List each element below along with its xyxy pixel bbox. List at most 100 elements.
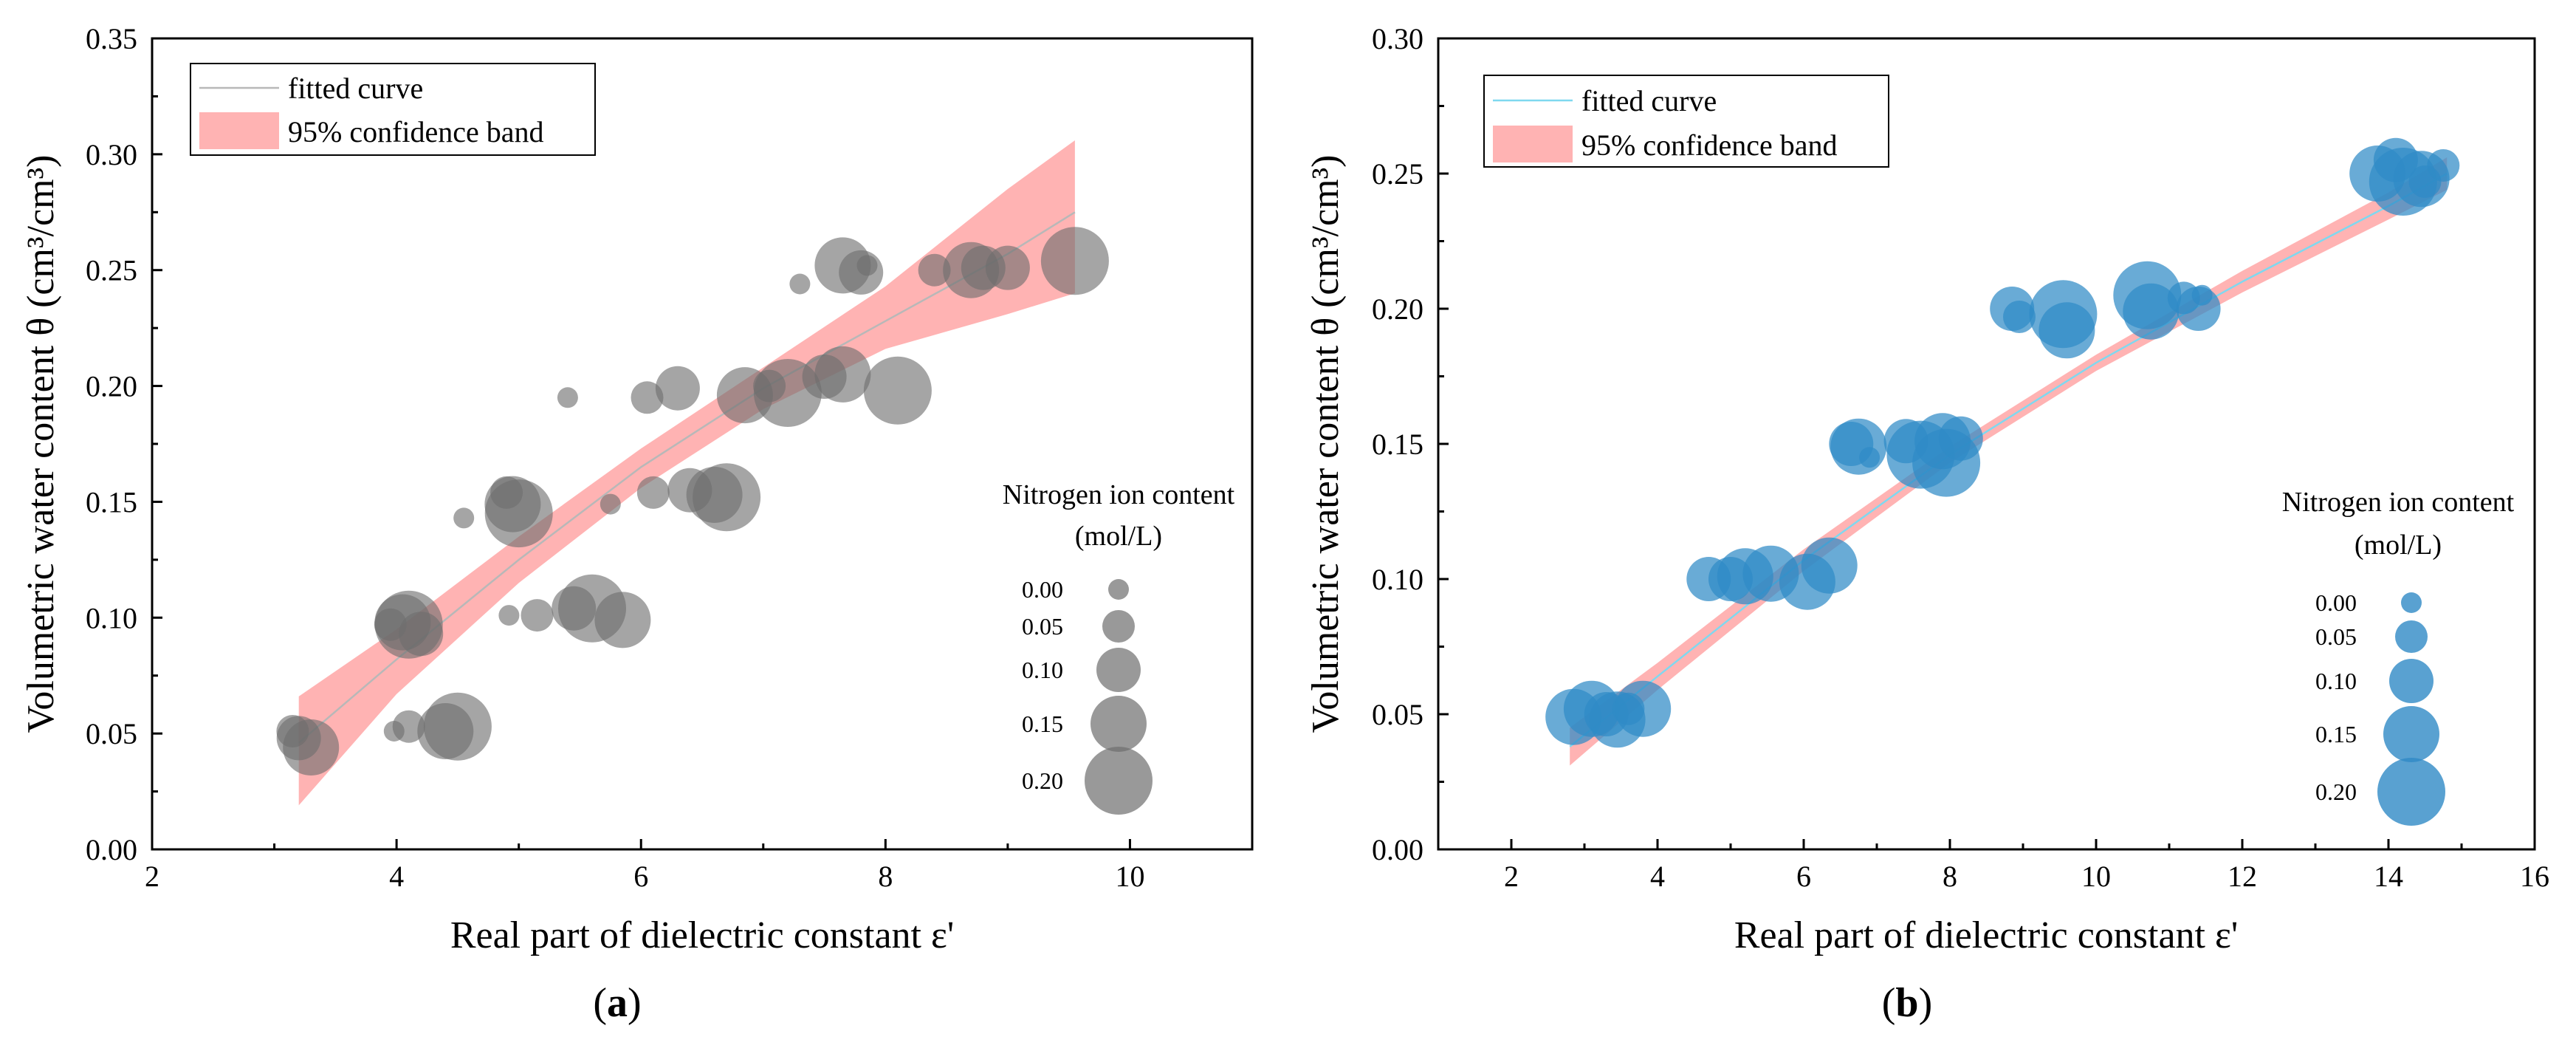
data-point (789, 273, 811, 295)
x-tick-label: 14 (2374, 860, 2403, 893)
y-tick-label: 0.05 (86, 717, 137, 750)
y-tick-label: 0.00 (86, 833, 137, 866)
data-point (918, 253, 951, 287)
data-point (985, 245, 1030, 290)
y-tick-label: 0.00 (1372, 833, 1423, 866)
size-legend-label: 0.15 (1022, 711, 1063, 737)
confidence-band (1570, 157, 2448, 766)
data-point (484, 479, 553, 548)
y-axis-ticks: 0.00 0.05 0.10 0.15 0.20 0.25 0.30 (1372, 22, 1449, 866)
y-axis-title: Volumetric water content θ (cm³/cm³) (20, 155, 62, 733)
panel-label-letter: a (607, 980, 628, 1026)
data-points (1545, 137, 2460, 748)
y-tick-label: 0.35 (86, 22, 137, 55)
data-point (521, 599, 554, 632)
data-point (2003, 301, 2036, 333)
data-point (453, 507, 475, 529)
size-legend-label: 0.00 (2315, 589, 2357, 616)
y-tick-label: 0.20 (1372, 292, 1423, 326)
data-point (856, 255, 878, 276)
size-legend-marker (1085, 747, 1153, 815)
panel-label-a: (a) (593, 980, 641, 1026)
data-point (693, 463, 761, 532)
panel-label-b: (b) (1882, 980, 1932, 1026)
panel-label-letter: b (1895, 980, 1918, 1026)
size-legend-label: 0.05 (2315, 623, 2357, 650)
x-axis-title: Real part of dielectric constant ε' (1734, 914, 2238, 956)
data-point (1830, 418, 1887, 475)
x-axis-ticks: 2 4 6 8 10 (145, 839, 1144, 893)
data-point (631, 381, 664, 414)
size-legend: Nitrogen ion content (mol/L) 0.00 0.05 0.1… (2282, 487, 2515, 826)
data-point (2039, 302, 2095, 359)
size-legend-marker (2377, 758, 2445, 826)
legend-curve-label: fitted curve (1581, 84, 1717, 117)
data-point (392, 710, 425, 743)
data-point (283, 719, 340, 776)
y-tick-label: 0.30 (1372, 22, 1423, 55)
y-tick-label: 0.10 (1372, 563, 1423, 596)
size-legend: Nitrogen ion content (mol/L) 0.00 0.05 0.1… (1003, 479, 1235, 815)
legend-band-swatch (1493, 126, 1573, 162)
size-legend-title: Nitrogen ion content (2282, 487, 2515, 518)
size-legend-label: 0.10 (2315, 668, 2357, 694)
y-axis-ticks: 0.00 0.05 0.10 0.15 0.20 0.25 0.30 0.35 (86, 22, 162, 866)
x-tick-label: 4 (1650, 860, 1665, 893)
size-legend-marker (1090, 696, 1147, 752)
size-legend-items: 0.00 0.05 0.10 0.15 0.20 (2315, 589, 2445, 826)
legend-band-swatch (199, 112, 279, 149)
size-legend-marker (2383, 706, 2439, 762)
y-tick-label: 0.25 (86, 254, 137, 287)
data-point (636, 476, 670, 509)
x-tick-label: 10 (1115, 860, 1144, 893)
legend: fitted curve 95% confidence band (1483, 75, 1889, 168)
y-tick-label: 0.30 (86, 138, 137, 171)
x-axis-title: Real part of dielectric constant ε' (450, 914, 954, 956)
size-legend-marker (2395, 620, 2428, 653)
y-tick-label: 0.20 (86, 370, 137, 403)
x-tick-label: 2 (145, 860, 159, 893)
x-tick-label: 16 (2520, 860, 2549, 893)
confidence-band (298, 140, 1075, 806)
size-legend-label: 0.05 (1022, 613, 1063, 640)
size-legend-title: Nitrogen ion content (1003, 479, 1235, 510)
data-point (1615, 680, 1672, 737)
x-axis-ticks: 2 4 6 8 10 12 14 16 (1504, 839, 2549, 893)
y-tick-label: 0.15 (1372, 428, 1423, 461)
size-legend-marker (2389, 659, 2434, 703)
data-point (557, 387, 578, 408)
size-legend-label: 0.15 (2315, 721, 2357, 747)
size-legend-label: 0.20 (1022, 767, 1063, 794)
data-point (594, 592, 651, 648)
y-tick-label: 0.25 (1372, 157, 1423, 191)
size-legend-marker (1096, 648, 1141, 692)
x-tick-label: 6 (633, 860, 648, 893)
x-tick-label: 4 (389, 860, 404, 893)
size-legend-marker (2401, 592, 2422, 613)
legend-band-label: 95% confidence band (288, 115, 544, 148)
data-point (2191, 284, 2213, 306)
size-legend-marker (1108, 579, 1129, 600)
data-point (655, 366, 700, 411)
data-point (863, 356, 932, 425)
x-tick-label: 10 (2081, 860, 2111, 893)
size-legend-items: 0.00 0.05 0.10 0.15 0.20 (1022, 576, 1153, 815)
size-legend-marker (1102, 610, 1135, 643)
x-tick-label: 2 (1504, 860, 1519, 893)
chart-panel-a: 2 4 6 8 10 0.000.050.100.150.200.250.300.35 … (20, 22, 1254, 1026)
data-point (423, 692, 492, 761)
y-tick-label: 0.10 (86, 601, 137, 634)
legend-band-label: 95% confidence band (1581, 129, 1838, 162)
x-tick-label: 8 (1943, 860, 1957, 893)
chart-panel-b: 2 4 6 8 10 12 14 16 0.00 0.05 0.10 0.15 0.20 0.25 0.3… (1305, 22, 2549, 1026)
data-point (1801, 537, 1858, 594)
size-legend-label: 0.00 (1022, 576, 1063, 603)
x-tick-label: 6 (1796, 860, 1811, 893)
data-point (2427, 149, 2460, 182)
size-legend-unit: (mol/L) (1075, 521, 1162, 552)
data-point (814, 346, 871, 403)
data-point (2123, 283, 2180, 340)
data-points (276, 227, 1109, 776)
legend: fitted curve 95% confidence band (190, 63, 596, 156)
